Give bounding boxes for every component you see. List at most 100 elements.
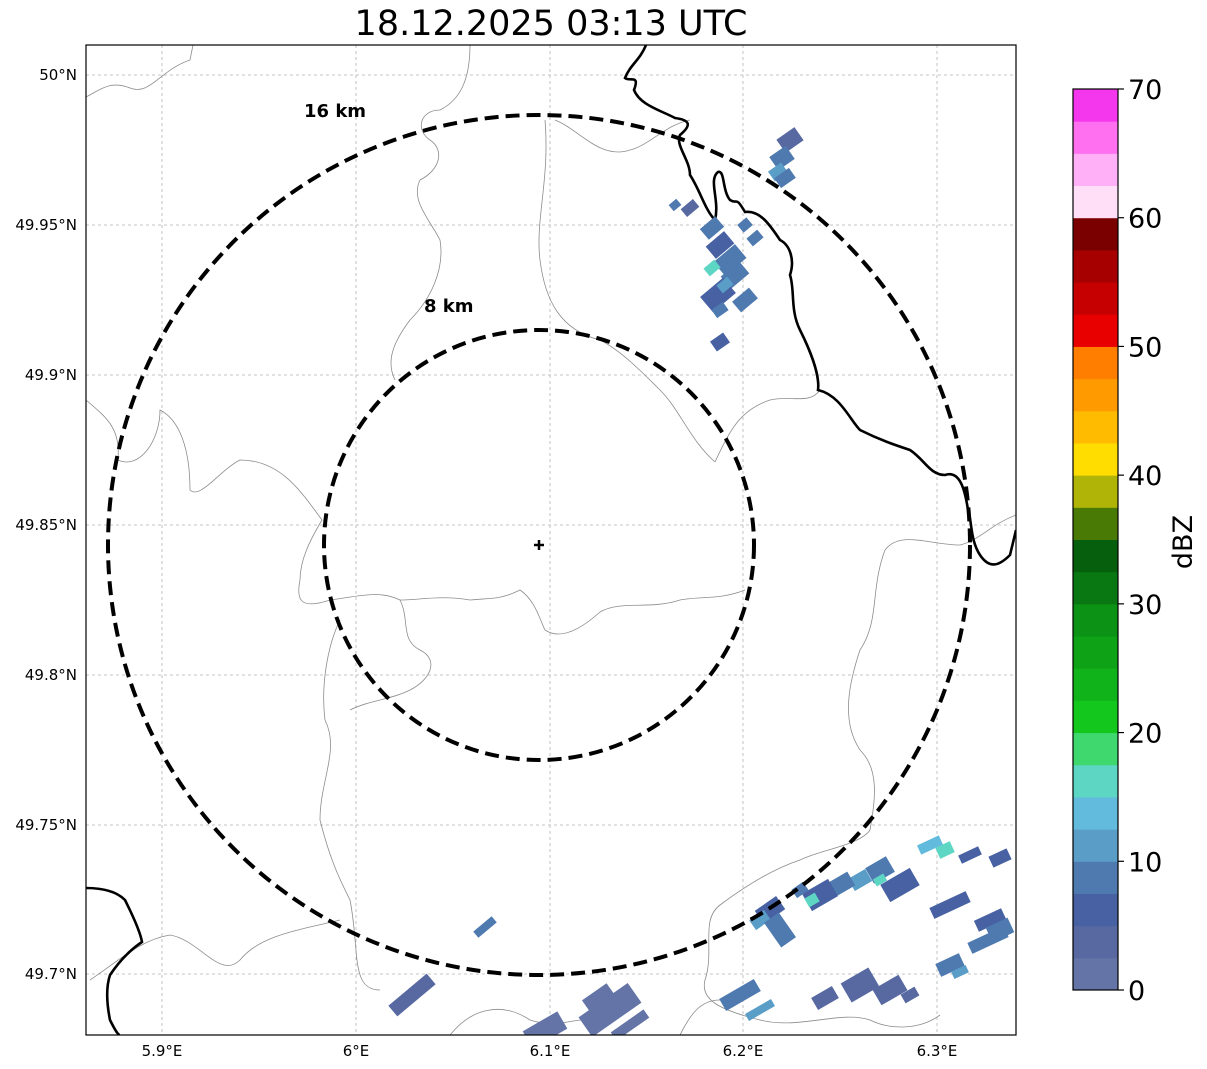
colorbar-tick-label: 50 xyxy=(1128,332,1162,363)
radar-echo-cell xyxy=(769,145,795,171)
admin-boundary xyxy=(89,919,341,981)
lon-tick-label: 6.3°E xyxy=(917,1042,958,1060)
admin-boundary xyxy=(86,45,194,98)
colorbar-tick-label: 20 xyxy=(1128,719,1162,750)
lon-tick-label: 6.1°E xyxy=(530,1042,571,1060)
colorbar-tick-label: 60 xyxy=(1128,204,1162,235)
radar-echo-cell xyxy=(732,287,758,313)
colorbar-segment xyxy=(1073,217,1118,251)
ring-label-16km: 16 km xyxy=(304,101,366,122)
radar-echo-cell xyxy=(668,198,682,212)
country-boundary xyxy=(86,886,144,1035)
radar-echo-cell xyxy=(935,953,965,977)
colorbar-segment xyxy=(1073,700,1118,734)
admin-boundary xyxy=(554,119,691,153)
radar-echo-cell xyxy=(880,867,920,903)
colorbar-tick-label: 10 xyxy=(1128,847,1162,878)
colorbar-segment xyxy=(1073,346,1118,380)
colorbar-segment xyxy=(1073,475,1118,508)
radar-echo-cell xyxy=(703,259,721,277)
colorbar-frame xyxy=(1072,88,1119,991)
radar-echo-cell xyxy=(776,127,804,153)
map-frame xyxy=(85,44,1017,1036)
colorbar-segment xyxy=(1073,153,1118,187)
radar-echo-cell xyxy=(865,856,895,884)
colorbar-segment xyxy=(1073,249,1118,283)
radar-echo-cell xyxy=(929,891,971,919)
radar-echo-cell xyxy=(473,916,497,938)
colorbar-segment xyxy=(1073,668,1118,701)
range-ring-8km xyxy=(322,328,756,762)
radar-echo-cell xyxy=(713,244,747,276)
colorbar-segment xyxy=(1073,314,1118,347)
radar-echo-cell xyxy=(935,841,955,859)
colorbar-segment xyxy=(1073,442,1118,476)
colorbar-segment xyxy=(1073,957,1118,991)
country-boundaries xyxy=(86,45,1016,1035)
lat-tick-label: 49.85°N xyxy=(15,516,77,534)
colorbar-segment xyxy=(1073,796,1118,830)
lat-tick-labels: 50°N 49.95°N 49.9°N 49.85°N 49.8°N 49.75… xyxy=(15,66,77,983)
colorbar-segment xyxy=(1073,861,1118,894)
radar-echo-cell xyxy=(768,162,788,182)
radar-echo-cell xyxy=(811,985,839,1011)
radar-echo-cell xyxy=(680,199,700,217)
radar-echo-cell xyxy=(917,835,943,855)
country-boundary xyxy=(623,45,1016,566)
radar-echo-cell xyxy=(967,926,1009,954)
lat-tick-label: 49.9°N xyxy=(25,366,77,384)
ring-label-8km: 8 km xyxy=(424,296,474,317)
colorbar-segment xyxy=(1073,185,1118,219)
map-plot-area xyxy=(86,45,1016,1035)
gridlines xyxy=(86,45,1016,1035)
radar-echo-cell xyxy=(840,967,880,1003)
radar-echo-cell xyxy=(737,217,753,233)
admin-boundary xyxy=(679,999,721,1035)
colorbar-ticks: 0 10 20 30 40 50 60 70 xyxy=(1118,75,1162,1007)
radar-echo-cell xyxy=(900,986,920,1004)
lon-tick-label: 6°E xyxy=(343,1042,370,1060)
colorbar-segment xyxy=(1073,732,1118,766)
colorbar-segment xyxy=(1073,829,1118,862)
radar-echo-cell xyxy=(951,964,969,980)
lat-tick-label: 49.95°N xyxy=(15,216,77,234)
colorbar-tick-label: 70 xyxy=(1128,75,1162,106)
range-ring-16km xyxy=(106,113,972,977)
lon-tick-label: 6.2°E xyxy=(723,1042,764,1060)
colorbar-segment xyxy=(1073,893,1118,927)
radar-echo-cell xyxy=(958,846,982,864)
radar-echo-cell xyxy=(711,301,729,319)
radar-echo-cell xyxy=(716,276,734,294)
admin-boundary xyxy=(319,619,381,991)
radar-site-marker xyxy=(534,540,544,550)
colorbar-segment xyxy=(1073,89,1118,122)
radar-echo-cell xyxy=(746,229,764,247)
admin-boundary xyxy=(349,599,432,711)
radar-echo-cell xyxy=(699,216,725,240)
radar-echo-cell xyxy=(764,912,796,948)
radar-echo-cell xyxy=(522,1011,568,1035)
radar-echoes xyxy=(388,127,1015,1035)
colorbar-segment xyxy=(1073,410,1118,444)
radar-echo-cell xyxy=(749,909,771,931)
radar-echo-cell xyxy=(581,983,619,1017)
admin-boundary xyxy=(86,399,746,635)
colorbar-segment xyxy=(1073,764,1118,798)
lat-tick-label: 49.75°N xyxy=(15,816,77,834)
colorbar-segment xyxy=(1073,925,1118,959)
colorbar xyxy=(1073,89,1118,991)
radar-echo-cell xyxy=(388,973,436,1017)
lat-tick-label: 50°N xyxy=(39,66,77,84)
admin-boundary xyxy=(390,45,471,381)
colorbar-segment xyxy=(1073,282,1118,315)
colorbar-label: dBZ xyxy=(1168,515,1199,569)
radar-echo-cell xyxy=(705,231,735,259)
radar-echo-cell xyxy=(872,873,888,887)
lat-tick-label: 49.7°N xyxy=(25,965,77,983)
radar-echo-cell xyxy=(578,982,642,1035)
radar-echo-cell xyxy=(745,999,775,1021)
lon-tick-labels: 5.9°E 6°E 6.1°E 6.2°E 6.3°E xyxy=(142,1042,958,1060)
admin-boundaries xyxy=(86,45,1016,1035)
admin-boundary xyxy=(703,514,1016,1028)
